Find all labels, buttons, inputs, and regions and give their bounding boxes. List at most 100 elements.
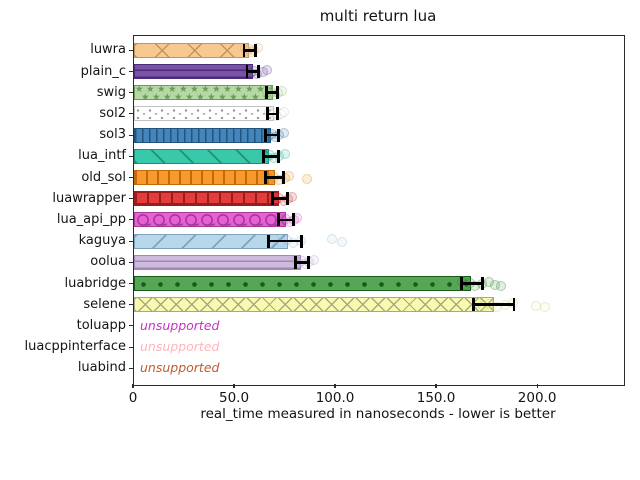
sample-dot [540, 301, 551, 312]
error-bar [268, 239, 302, 243]
y-tick-mark [129, 134, 133, 136]
y-tick-label-kaguya: kaguya [78, 233, 126, 249]
x-tick-label: 50.0 [218, 390, 250, 406]
x-tick-label: 100.0 [315, 390, 355, 406]
y-tick-mark [129, 198, 133, 200]
sample-dot [262, 64, 273, 75]
y-tick-mark [129, 346, 133, 348]
bar-sol2 [134, 106, 275, 122]
x-tick-label: 0 [128, 390, 138, 406]
y-tick-label-luwra: luwra [90, 42, 126, 58]
y-tick-mark [129, 70, 133, 73]
sample-dot [301, 173, 312, 184]
error-bar [295, 261, 309, 264]
error-bar [267, 112, 278, 116]
sample-dot [291, 212, 302, 223]
y-tick-label-toluapp: toluapp [76, 317, 126, 333]
y-tick-mark [129, 155, 133, 157]
error-bar [263, 155, 279, 158]
y-tick-label-sol3: sol3 [99, 127, 126, 143]
error-bar-cap-left [266, 107, 269, 121]
y-tick-mark [129, 92, 133, 94]
error-bar-cap-left [262, 149, 265, 163]
bar-luwra [134, 42, 250, 58]
unsupported-text-toluapp: unsupported [140, 317, 220, 333]
y-tick-label-selene: selene [83, 296, 126, 312]
y-tick-label-luabridge: luabridge [64, 275, 126, 291]
x-tick-mark [536, 384, 538, 388]
y-tick-mark [129, 367, 133, 369]
error-bar [244, 49, 256, 52]
sample-dot [278, 106, 289, 117]
star-hatch: ★★★★★★★★★★★★★★★★★★★★★★★★★★★★ [135, 86, 273, 100]
error-bar-cap-right [276, 107, 279, 121]
sample-dot [327, 234, 338, 245]
bar-plain_c [134, 64, 254, 79]
y-tick-label-luabind: luabind [77, 360, 126, 376]
error-bar-cap-left [264, 128, 267, 142]
y-tick-mark [129, 240, 133, 242]
error-bar-cap-right [282, 171, 285, 184]
y-tick-mark [129, 176, 133, 179]
error-bar-cap-right [253, 43, 257, 57]
x-tick-mark [132, 384, 134, 388]
error-bar-cap-right [481, 277, 484, 290]
bar-luawrapper [134, 191, 280, 207]
error-bar-cap-left [245, 65, 249, 78]
bar-kaguya [134, 233, 288, 249]
error-bar-cap-left [271, 192, 274, 206]
sample-dot [337, 237, 348, 248]
bar-swig: ★★★★★★★★★★★★★★★★★★★★★★★★★★★★ [134, 85, 274, 101]
error-bar-cap-right [276, 86, 279, 100]
unsupported-text-luacppinterface: unsupported [140, 339, 220, 355]
error-bar-cap-left [242, 43, 246, 57]
error-bar-cap-right [256, 65, 260, 78]
y-tick-mark [129, 261, 133, 263]
sample-dot [279, 149, 290, 160]
x-tick-mark [334, 384, 336, 388]
y-tick-label-old_sol: old_sol [81, 169, 126, 185]
bar-lua_intf [134, 148, 270, 164]
y-tick-label-swig: swig [96, 84, 126, 100]
error-bar [265, 176, 284, 179]
chart-title: multi return lua [319, 7, 437, 25]
x-tick-mark [233, 384, 235, 388]
y-tick-label-lua_intf: lua_intf [78, 148, 126, 164]
sample-dot [278, 128, 289, 139]
bar-lua_api_pp [134, 212, 286, 228]
bar-oolua [134, 254, 301, 270]
y-tick-label-oolua: oolua [90, 254, 126, 270]
unsupported-text-luabind: unsupported [140, 360, 220, 376]
x-tick-label: 150.0 [416, 390, 456, 406]
y-tick-mark [129, 282, 133, 285]
error-bar-cap-right [277, 149, 280, 163]
sample-dot [253, 43, 264, 54]
error-bar-cap-left [294, 255, 297, 269]
error-bar-cap-left [277, 213, 280, 227]
error-bar-cap-right [307, 255, 311, 269]
y-tick-mark [129, 304, 133, 306]
y-tick-label-luacppinterface: luacppinterface [24, 339, 126, 355]
y-tick-label-luawrapper: luawrapper [52, 190, 126, 206]
x-tick-label: 200.0 [517, 390, 557, 406]
error-bar-cap-left [460, 277, 463, 290]
sample-dot [283, 170, 294, 181]
error-bar-cap-left [267, 234, 270, 248]
y-tick-label-lua_api_pp: lua_api_pp [56, 211, 126, 227]
sample-dot [495, 280, 506, 291]
error-bar [473, 303, 514, 306]
error-bar-cap-left [264, 171, 267, 184]
error-bar [247, 70, 259, 73]
bar-luabridge [134, 276, 472, 291]
error-bar [265, 133, 279, 137]
error-bar-cap-right [292, 213, 295, 227]
error-bar [461, 282, 483, 285]
x-axis-label: real_time measured in nanoseconds - lowe… [200, 406, 556, 422]
error-bar-cap-right [300, 234, 303, 248]
bar-sol3 [134, 127, 272, 143]
error-bar [272, 197, 288, 200]
y-tick-mark [129, 219, 133, 221]
error-bar-cap-left [472, 298, 475, 312]
error-bar-cap-right [512, 298, 516, 312]
